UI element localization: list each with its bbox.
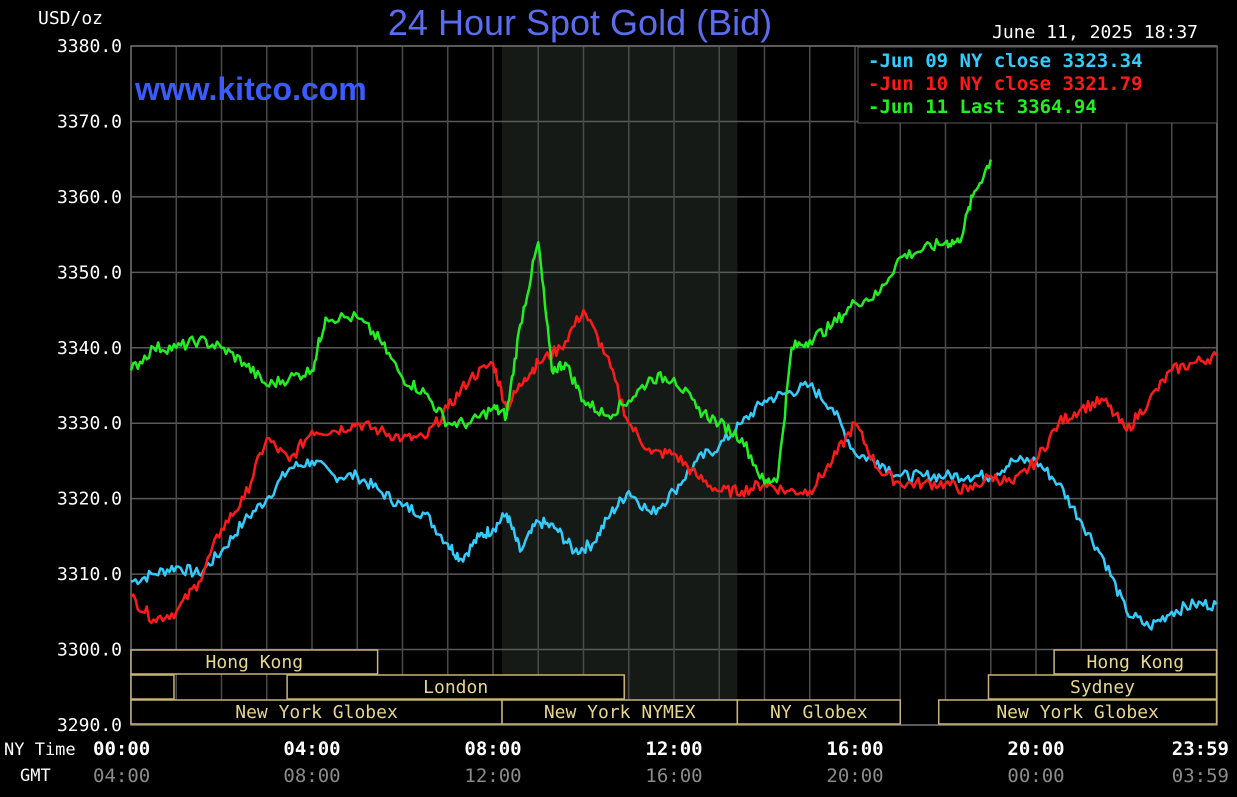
- legend-entry: -Jun 10 NY close 3321.79: [868, 73, 1143, 95]
- session-box: [130, 649, 379, 675]
- series-line-jun-10: [130, 308, 1218, 625]
- series-line-jun-09: [130, 380, 1218, 631]
- legend-entry: -Jun 09 NY close 3323.34: [868, 50, 1143, 72]
- market-sessions: Hong Kong Hong Kong London Sydney New York G…: [130, 649, 1218, 725]
- y-tick-label: 3380.0: [57, 36, 122, 57]
- session-label: Hong Kong: [1087, 652, 1185, 673]
- legend-label: Jun 11 Last: [879, 96, 1016, 118]
- x-tick-label-gmt: 04:00: [93, 765, 150, 787]
- series-layer: [129, 159, 1218, 631]
- session-box: [937, 699, 1218, 725]
- x-tick-label-ny: 12:00: [645, 738, 702, 760]
- legend-entry: -Jun 11 Last 3364.94: [868, 96, 1097, 118]
- x-tick-label-ny: 08:00: [464, 738, 521, 760]
- y-tick-label: 3370.0: [57, 111, 122, 132]
- legend-value: 3321.79: [1062, 73, 1142, 95]
- y-tick-label: 3320.0: [57, 489, 122, 510]
- y-tick-label: 3310.0: [57, 564, 122, 585]
- session-label: NY Globex: [770, 702, 868, 723]
- chart-legend: -Jun 09 NY close 3323.34-Jun 10 NY close…: [857, 46, 1218, 124]
- series-line-jun-11: [129, 159, 993, 485]
- legend-label: Jun 09 NY close: [879, 50, 1062, 72]
- session-label: Sydney: [1070, 677, 1135, 698]
- x-tick-label-ny: 04:00: [283, 738, 340, 760]
- session-box: [1053, 649, 1218, 675]
- session-box: [130, 674, 175, 700]
- x-tick-label-gmt: 03:59: [1172, 765, 1229, 787]
- legend-box: [857, 46, 1218, 124]
- session-label: New York Globex: [235, 702, 398, 723]
- x-tick-label-ny: 23:59: [1172, 738, 1229, 760]
- chart-timestamp: June 11, 2025 18:37: [992, 22, 1198, 43]
- x-tick-label-ny: 16:00: [826, 738, 883, 760]
- legend-marker: -: [868, 73, 879, 95]
- y-tick-label: 3330.0: [57, 413, 122, 434]
- x-tick-label-gmt: 20:00: [826, 765, 883, 787]
- shaded-session-layer: [502, 46, 738, 725]
- y-tick-label: 3290.0: [57, 715, 122, 736]
- y-tick-label: 3360.0: [57, 187, 122, 208]
- x-row-label-ny: NY Time: [4, 740, 76, 760]
- legend-marker: -: [868, 50, 879, 72]
- legend-value: 3323.34: [1062, 50, 1142, 72]
- session-label: Hong Kong: [206, 652, 304, 673]
- x-tick-label-gmt: 12:00: [464, 765, 521, 787]
- axis-layer: 3380.0 3370.0 3360.0 3350.0 3340.0 3330.0 3320…: [4, 36, 1229, 787]
- session-box: [286, 674, 625, 700]
- y-tick-label: 3300.0: [57, 640, 122, 661]
- kitco-watermark: www.kitco.com: [134, 71, 367, 107]
- x-tick-label-ny: 20:00: [1007, 738, 1064, 760]
- session-label: New York Globex: [996, 702, 1159, 723]
- legend-marker: -: [868, 96, 879, 118]
- legend-value: 3364.94: [1017, 96, 1097, 118]
- session-label: London: [423, 677, 488, 698]
- x-tick-label-gmt: 16:00: [645, 765, 702, 787]
- session-box: [736, 699, 901, 725]
- session-box: [987, 674, 1218, 700]
- x-tick-label-gmt: 08:00: [283, 765, 340, 787]
- plot-frame: [130, 45, 1218, 726]
- x-tick-label-ny: 00:00: [93, 738, 150, 760]
- x-row-label-gmt: GMT: [20, 766, 51, 786]
- chart-title: 24 Hour Spot Gold (Bid): [388, 2, 772, 43]
- nymex-shaded-band: [502, 46, 738, 725]
- y-tick-label: 3350.0: [57, 262, 122, 283]
- x-tick-label-gmt: 00:00: [1007, 765, 1064, 787]
- y-axis-unit-label: USD/oz: [38, 8, 103, 29]
- session-label: New York NYMEX: [544, 702, 696, 723]
- y-tick-label: 3340.0: [57, 338, 122, 359]
- legend-label: Jun 10 NY close: [879, 73, 1062, 95]
